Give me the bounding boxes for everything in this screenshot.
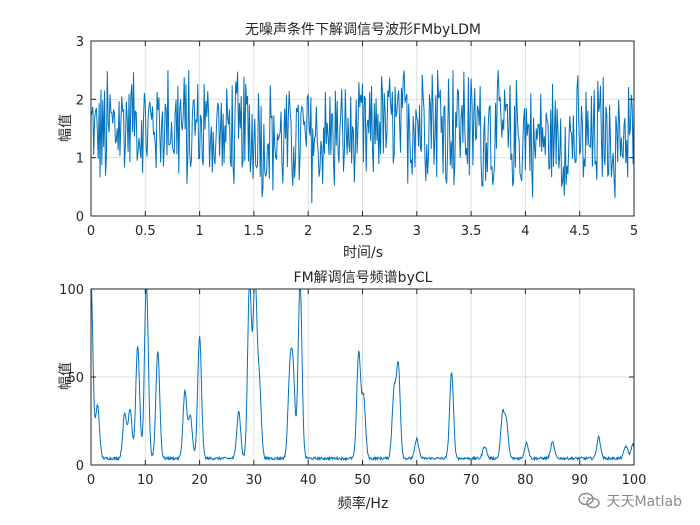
x-tick-label: 2 — [304, 224, 312, 239]
y-tick-label: 50 — [67, 371, 84, 386]
chart-title: FM解调信号频谱byCL — [294, 270, 433, 286]
x-tick-label: 70 — [463, 473, 480, 488]
wechat-icon — [578, 492, 601, 509]
grid — [90, 288, 635, 466]
y-tick-label: 1 — [76, 152, 84, 167]
y-tick-label: 2 — [76, 93, 84, 108]
watermark: 天天Matlab — [578, 491, 682, 511]
y-tick-label: 100 — [59, 283, 84, 298]
x-tick-label: 3.5 — [461, 224, 482, 239]
axes-frame — [90, 288, 635, 466]
x-axis-label: 时间/s — [343, 245, 383, 261]
x-tick-label: 4.5 — [569, 224, 590, 239]
ticks: 0 0.5 1 1.5 2 2.5 3 3.5 4 4.5 5 0 1 2 3 — [76, 35, 638, 239]
chart-title: 无噪声条件下解调信号波形FMbyLDM — [245, 21, 481, 38]
x-tick-label: 1.5 — [244, 224, 265, 239]
y-tick-label: 0 — [76, 459, 84, 474]
x-tick-label: 60 — [409, 473, 426, 488]
y-tick-label: 0 — [76, 210, 84, 225]
x-tick-label: 0 — [87, 473, 95, 488]
y-axis-label: 幅值 — [58, 114, 74, 142]
x-tick-label: 0.5 — [135, 224, 156, 239]
chart-time-domain: 无噪声条件下解调信号波形FMbyLDM 0 0.5 1 1.5 2 2.5 3 3.5 4 4.5… — [58, 21, 638, 261]
x-tick-label: 100 — [622, 473, 647, 488]
x-tick-label: 1 — [195, 224, 203, 239]
x-tick-label: 10 — [137, 473, 154, 488]
x-tick-label: 5 — [630, 224, 638, 239]
x-tick-label: 0 — [87, 224, 95, 239]
x-tick-label: 4 — [521, 224, 529, 239]
x-tick-label: 50 — [354, 473, 371, 488]
x-tick-label: 90 — [571, 473, 588, 488]
x-tick-label: 80 — [517, 473, 534, 488]
x-tick-label: 2.5 — [352, 224, 373, 239]
axes-frame — [90, 40, 635, 217]
plot-area — [91, 70, 634, 204]
watermark-text: 天天Matlab — [606, 494, 682, 510]
series-line — [91, 70, 634, 204]
y-tick-label: 3 — [76, 35, 84, 50]
x-axis-label: 频率/Hz — [338, 495, 389, 512]
plot-area — [91, 289, 634, 462]
series-line — [91, 289, 634, 462]
chart-spectrum: FM解调信号频谱byCL 0 10 20 30 40 50 60 70 80 90 100 0 50 10… — [58, 270, 646, 512]
y-axis-label: 幅值 — [58, 362, 74, 390]
x-tick-label: 30 — [246, 473, 263, 488]
x-tick-label: 3 — [413, 224, 421, 239]
x-tick-label: 20 — [191, 473, 208, 488]
x-tick-label: 40 — [300, 473, 317, 488]
